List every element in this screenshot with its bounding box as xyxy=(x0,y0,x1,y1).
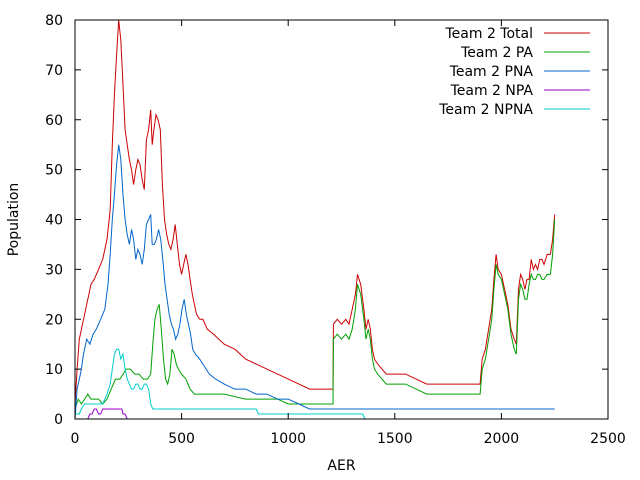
series-line-team-2-npna xyxy=(75,348,366,420)
x-tick-label: 0 xyxy=(71,431,80,447)
legend: Team 2 Total Team 2 PA Team 2 PNA Team 2 NP… xyxy=(438,26,590,118)
legend-label-team-2-pa: Team 2 PA xyxy=(460,45,533,61)
y-tick-label: 80 xyxy=(45,13,63,29)
y-tick-label: 40 xyxy=(45,213,63,229)
x-axis-ticks: 0 500 1000 1500 2000 2500 xyxy=(71,20,626,447)
series-line-team-2-pa xyxy=(74,219,556,410)
x-tick-label: 2000 xyxy=(484,431,520,447)
x-tick-label: 2500 xyxy=(590,431,626,447)
x-tick-label: 1000 xyxy=(270,431,306,447)
y-tick-label: 50 xyxy=(45,163,63,179)
x-tick-label: 500 xyxy=(168,431,195,447)
y-tick-label: 10 xyxy=(45,362,63,378)
series-line-team-2-pna xyxy=(74,144,555,420)
legend-label-team-2-npa: Team 2 NPA xyxy=(450,83,534,99)
y-axis-title: Population xyxy=(6,183,22,257)
y-tick-label: 20 xyxy=(45,312,63,328)
y-tick-label: 70 xyxy=(45,63,63,79)
series-line-team-2-npa xyxy=(81,408,129,420)
series-group xyxy=(74,19,556,420)
y-axis-ticks: 0 10 20 30 40 50 60 70 80 xyxy=(45,13,608,428)
legend-label-team-2-npna: Team 2 NPNA xyxy=(438,102,533,118)
y-tick-label: 0 xyxy=(54,412,63,428)
legend-label-team-2-pna: Team 2 PNA xyxy=(449,64,534,80)
y-tick-label: 30 xyxy=(45,262,63,278)
x-tick-label: 1500 xyxy=(377,431,413,447)
x-axis-title: AER xyxy=(327,458,355,474)
legend-label-team-2-total: Team 2 Total xyxy=(444,26,533,42)
series-line-team-2-total xyxy=(74,19,556,405)
y-tick-label: 60 xyxy=(45,113,63,129)
